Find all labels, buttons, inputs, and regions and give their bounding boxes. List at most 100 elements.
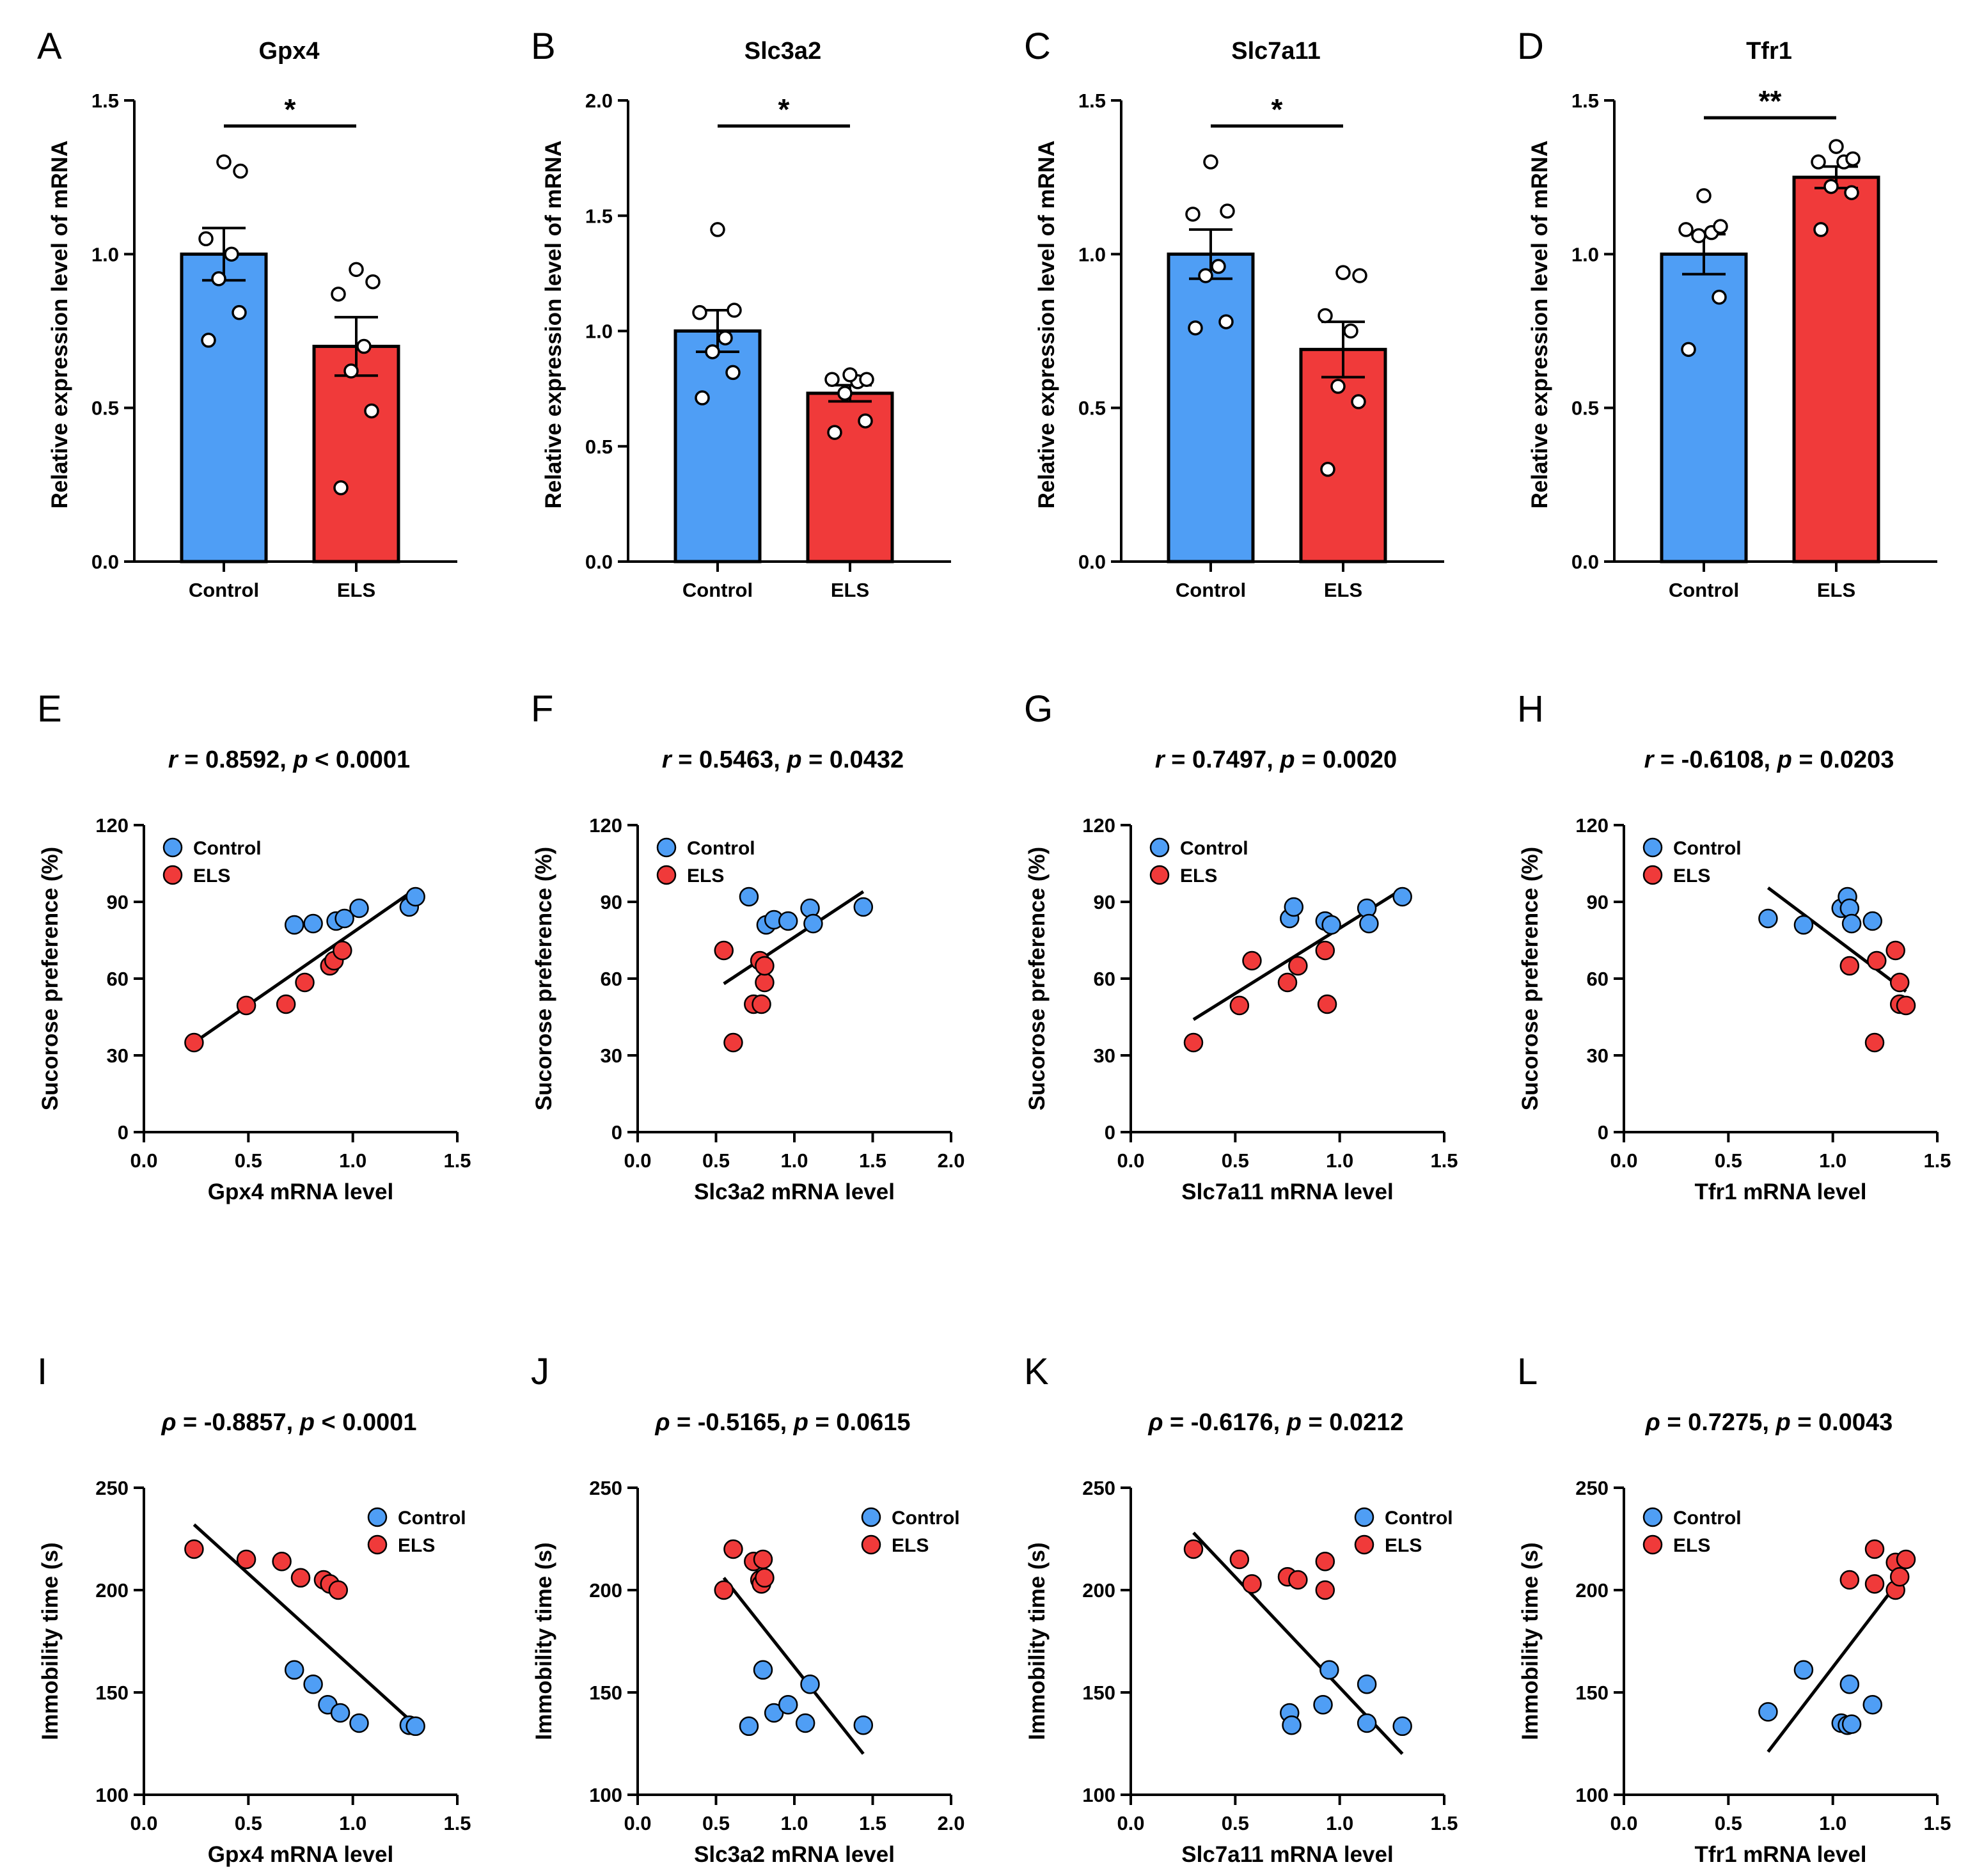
x-tick-label: 1.0 <box>339 1812 366 1834</box>
y-tick-label: 30 <box>107 1044 129 1067</box>
data-point <box>349 262 364 278</box>
panel-letter: C <box>1024 26 1051 67</box>
data-point-control <box>1793 1660 1814 1680</box>
data-point-els <box>1277 972 1298 993</box>
data-point-els <box>272 1551 292 1572</box>
data-point-els <box>1839 956 1860 976</box>
data-point-control <box>1862 1694 1882 1715</box>
p-value: = 0.0615 <box>808 1409 911 1436</box>
y-tick-label: 90 <box>1094 891 1115 913</box>
y-axis-label: Relative expression level of mRNA <box>47 141 72 509</box>
data-point <box>1678 222 1694 237</box>
x-tick-label: 0.5 <box>1222 1149 1249 1172</box>
data-point <box>365 274 381 290</box>
y-axis-label: Immobility time (s) <box>1025 1542 1050 1740</box>
scatter-panel-h: Hr = -0.6108, p = 0.0203 Sucorose prefere… <box>1517 688 1951 1204</box>
legend-marker-control <box>1354 1507 1374 1527</box>
legend-label-els: ELS <box>1673 1535 1710 1556</box>
legend-label-els: ELS <box>1385 1535 1422 1556</box>
x-axis-label: Tfr1 mRNA level <box>1694 1842 1866 1867</box>
x-tick-label: 0.5 <box>235 1149 262 1172</box>
stat-symbol: r <box>1644 746 1655 773</box>
data-point-els <box>1315 940 1335 961</box>
data-point-control <box>284 1660 304 1680</box>
data-point-control <box>405 887 425 907</box>
panel-letter: K <box>1024 1351 1049 1392</box>
data-point <box>1712 289 1727 305</box>
x-tick-label: 1.0 <box>339 1149 366 1172</box>
data-point-els <box>276 994 296 1014</box>
data-point-control <box>1392 887 1412 907</box>
p-symbol: p <box>1775 1409 1790 1436</box>
data-point-control <box>405 1716 425 1737</box>
y-tick-label: 1.0 <box>91 243 119 265</box>
y-tick-label: 1.0 <box>1571 243 1599 265</box>
y-tick-label: 200 <box>95 1579 129 1602</box>
y-tick-label: 60 <box>1587 968 1609 990</box>
data-point-els <box>1896 995 1916 1016</box>
x-tick-label: 1.0 <box>1819 1149 1846 1172</box>
legend-label-control: Control <box>1673 1508 1742 1529</box>
regression-line <box>1767 1570 1907 1753</box>
chart-title: Gpx4 <box>258 38 319 65</box>
stats-title: ρ = -0.8857, p < 0.0001 <box>161 1409 416 1436</box>
data-point-control <box>1321 915 1341 935</box>
legend-marker-control <box>367 1507 388 1527</box>
data-point <box>725 365 741 381</box>
y-axis-label: Sucorose preference (%) <box>1025 847 1050 1110</box>
y-tick-label: 250 <box>1082 1477 1115 1499</box>
data-point <box>692 304 707 320</box>
data-point <box>1813 222 1829 237</box>
data-point <box>1330 379 1346 394</box>
x-tick-label: Control <box>189 579 259 601</box>
data-point-els <box>184 1032 204 1053</box>
y-tick-label: 0 <box>1105 1121 1115 1144</box>
panel-letter: F <box>531 688 553 730</box>
x-axis-label: Slc3a2 mRNA level <box>694 1842 895 1867</box>
data-point <box>1218 314 1234 329</box>
y-tick-label: 0.5 <box>585 436 613 458</box>
legend-label-control: Control <box>1385 1508 1453 1529</box>
y-tick-label: 200 <box>1082 1579 1115 1602</box>
x-tick-label: 1.5 <box>1923 1149 1951 1172</box>
data-point-control <box>1841 913 1862 934</box>
x-tick-label: ELS <box>1324 579 1362 601</box>
data-point-els <box>1317 994 1337 1014</box>
data-point <box>1823 178 1839 194</box>
data-point <box>1691 228 1706 244</box>
data-point-control <box>1282 1715 1302 1735</box>
x-tick-label: ELS <box>337 579 375 601</box>
p-symbol: p <box>1279 746 1295 773</box>
data-point <box>211 271 226 287</box>
stat-symbol: r <box>662 746 673 773</box>
legend-label-els: ELS <box>687 865 724 887</box>
data-point-els <box>755 1568 775 1588</box>
x-tick-label: 0.5 <box>702 1149 730 1172</box>
data-point-els <box>1183 1032 1204 1053</box>
legend-label-control: Control <box>687 838 755 859</box>
bar-control <box>1167 252 1255 564</box>
data-point <box>198 231 214 247</box>
data-point-control <box>1839 1674 1860 1694</box>
stat-symbol: ρ <box>161 1409 176 1436</box>
x-tick-label: 1.5 <box>859 1812 886 1834</box>
data-point <box>827 425 842 440</box>
data-point-control <box>800 1674 820 1694</box>
y-tick-label: 150 <box>1575 1682 1609 1704</box>
y-tick-label: 1.5 <box>1078 90 1106 112</box>
y-tick-label: 30 <box>601 1044 622 1067</box>
significance-marker: * <box>778 93 790 126</box>
data-point-control <box>753 1660 773 1680</box>
y-tick-label: 60 <box>601 968 622 990</box>
x-tick-label: ELS <box>1817 579 1855 601</box>
legend-marker-control <box>162 837 183 858</box>
x-axis-label: Slc7a11 mRNA level <box>1181 1842 1393 1867</box>
scatter-panel-l: Lρ = 0.7275, p = 0.0043 Immobility time (… <box>1517 1351 1951 1867</box>
data-point-els <box>1288 956 1308 976</box>
legend-label-control: Control <box>892 1508 960 1529</box>
legend-marker-control <box>1642 1507 1663 1527</box>
x-tick-label: 1.5 <box>1430 1149 1458 1172</box>
data-point <box>695 390 710 406</box>
y-tick-label: 100 <box>95 1784 129 1806</box>
stats-title: ρ = 0.7275, p = 0.0043 <box>1645 1409 1893 1436</box>
